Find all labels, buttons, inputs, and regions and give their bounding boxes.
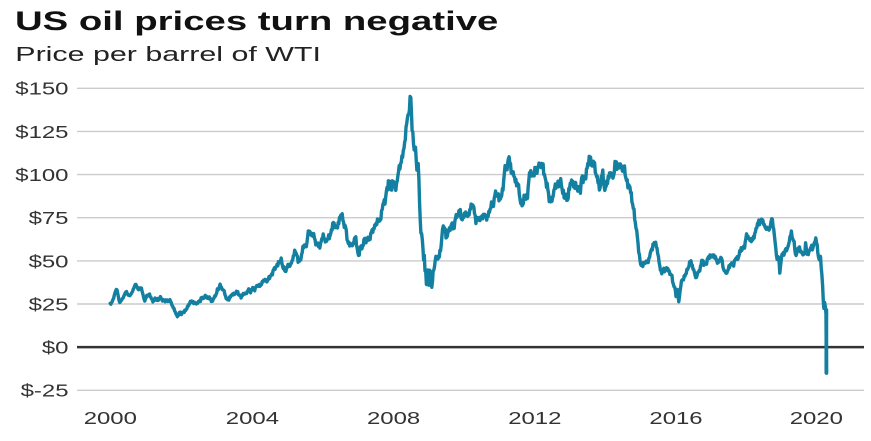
svg-text:$125: $125	[15, 123, 68, 143]
svg-text:2016: 2016	[649, 409, 702, 429]
svg-text:$100: $100	[15, 166, 68, 186]
svg-text:2008: 2008	[367, 409, 420, 429]
svg-text:$75: $75	[29, 209, 69, 229]
svg-text:2004: 2004	[226, 409, 279, 429]
svg-text:$50: $50	[29, 252, 69, 272]
svg-text:US oil prices turn negative: US oil prices turn negative	[15, 7, 498, 37]
svg-text:$150: $150	[15, 79, 68, 99]
svg-text:Price per barrel of WTI: Price per barrel of WTI	[15, 44, 321, 66]
svg-text:2012: 2012	[508, 409, 561, 429]
svg-text:$-25: $-25	[21, 381, 69, 401]
svg-text:$0: $0	[42, 338, 69, 358]
svg-text:2000: 2000	[84, 409, 137, 429]
svg-text:$25: $25	[29, 295, 69, 315]
svg-text:2020: 2020	[790, 409, 843, 429]
